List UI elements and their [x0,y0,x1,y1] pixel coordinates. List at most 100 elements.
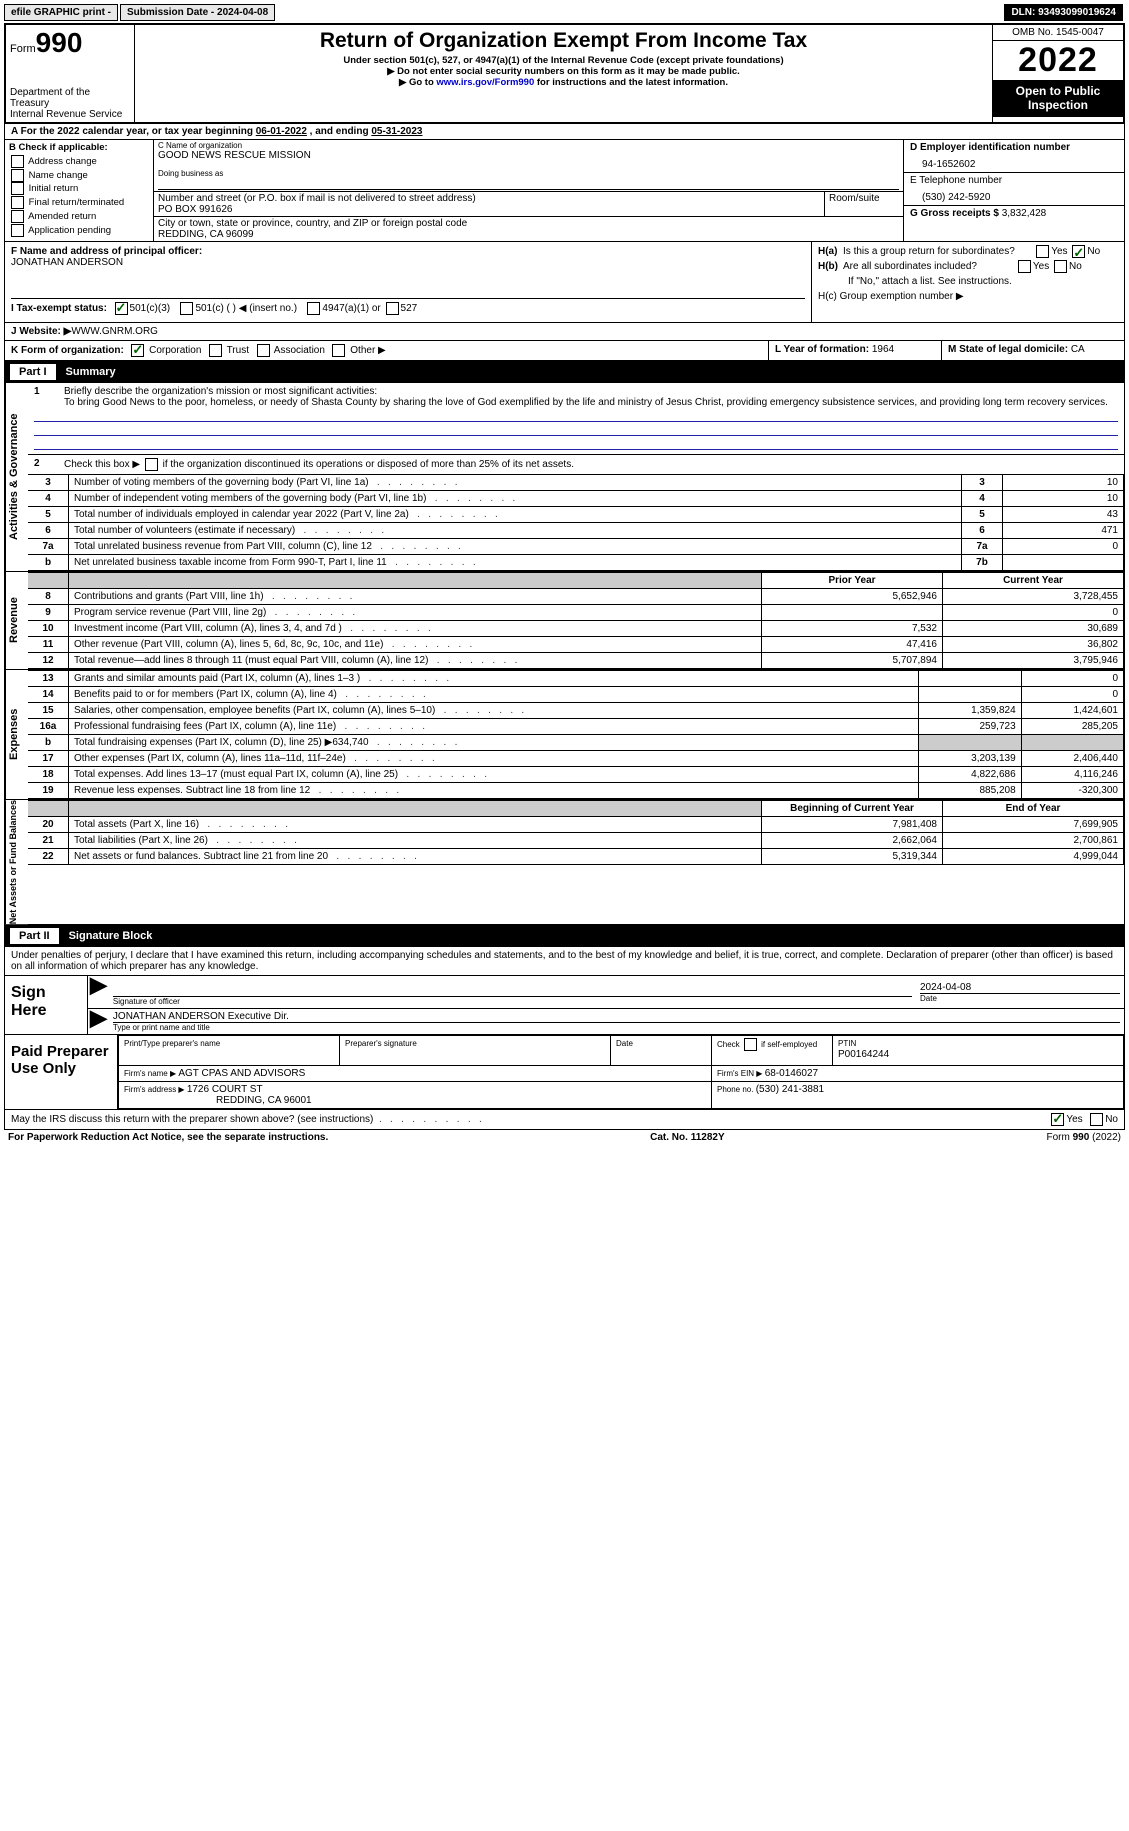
col-b-checkboxes: B Check if applicable: Address change Na… [5,140,154,241]
check-501c[interactable] [180,302,193,315]
may-irs-discuss: May the IRS discuss this return with the… [4,1110,1125,1130]
org-name: GOOD NEWS RESCUE MISSION [158,150,899,161]
printed-name: JONATHAN ANDERSON Executive Dir. [113,1011,1120,1022]
hc-exemption: H(c) Group exemption number ▶ [818,289,1118,304]
summary-table-gov: 3 Number of voting members of the govern… [28,474,1124,571]
firm-addr1: 1726 COURT ST [187,1084,263,1095]
phone-label: E Telephone number [910,175,1002,186]
addr-label: Number and street (or P.O. box if mail i… [158,193,820,204]
irs-link[interactable]: www.irs.gov/Form990 [436,77,534,88]
firm-phone: (530) 241-3881 [756,1084,824,1095]
omb-number: OMB No. 1545-0047 [993,25,1123,41]
paid-preparer-block: Paid Preparer Use Only Print/Type prepar… [4,1035,1125,1110]
sign-here-block: Sign Here ▶ Signature of officer 2024-04… [4,976,1125,1035]
form-header: Form990 Department of the Treasury Inter… [4,23,1125,124]
form-number: Form990 [10,27,130,59]
block-fh: F Name and address of principal officer:… [4,242,1125,323]
col-c-org-info: C Name of organization GOOD NEWS RESCUE … [154,140,904,241]
top-bar: efile GRAPHIC print - Submission Date - … [4,4,1125,21]
vtab-expenses: Expenses [5,670,28,799]
sign-here-label: Sign Here [5,976,88,1034]
ein-label: D Employer identification number [910,142,1070,153]
check-address-change[interactable] [11,155,24,168]
check-self-employed[interactable] [744,1038,757,1051]
irs-label: Internal Revenue Service [10,109,130,120]
caret-icon: ▶ [88,976,109,1008]
website-value: WWW.GNRM.ORG [71,326,158,337]
preparer-table: Print/Type preparer's name Preparer's si… [118,1035,1124,1109]
check-trust[interactable] [209,344,222,357]
open-to-public: Open to Public Inspection [993,81,1123,117]
caret-icon: ▶ [88,1009,109,1034]
ha-no[interactable] [1072,245,1085,258]
ein-value: 94-1652602 [910,153,1118,170]
check-name-change[interactable] [11,169,24,182]
gross-value: 3,832,428 [1002,208,1047,219]
sig-officer-label: Signature of officer [113,996,912,1006]
efile-print-button[interactable]: efile GRAPHIC print - [4,4,118,21]
section-revenue: Revenue Prior Year Current Year8 Contrib… [4,572,1125,670]
check-initial-return[interactable] [11,182,24,195]
check-corporation[interactable] [131,344,144,357]
part-2-header: Part II Signature Block [4,925,1125,947]
check-final-return[interactable] [11,196,24,209]
col-d: D Employer identification number 94-1652… [904,140,1124,241]
tax-year: 2022 [993,41,1123,81]
hb-yes[interactable] [1018,260,1031,273]
officer-label: F Name and address of principal officer: [11,246,202,257]
city-label: City or town, state or province, country… [158,218,899,229]
firm-ein: 68-0146027 [765,1068,818,1079]
check-application-pending[interactable] [11,224,24,237]
addr-value: PO BOX 991626 [158,204,820,215]
ha-yes[interactable] [1036,245,1049,258]
org-name-label: C Name of organization [158,141,899,150]
check-amended-return[interactable] [11,210,24,223]
check-association[interactable] [257,344,270,357]
check-other-form[interactable] [332,344,345,357]
check-527[interactable] [386,302,399,315]
row-j-website: J Website: ▶ WWW.GNRM.ORG [4,323,1125,341]
check-501c3[interactable] [115,302,128,315]
gross-label: G Gross receipts $ [910,208,1002,219]
subtitle-2: ▶ Do not enter social security numbers o… [139,66,988,77]
firm-name: AGT CPAS AND ADVISORS [178,1068,305,1079]
may-yes[interactable] [1051,1113,1064,1126]
subtitle-3: ▶ Go to www.irs.gov/Form990 for instruct… [139,77,988,88]
part-1-header: Part I Part I SummarySummary [4,361,1125,383]
declaration-text: Under penalties of perjury, I declare th… [4,947,1125,976]
row-klm: K Form of organization: Corporation Trus… [4,341,1125,361]
ptin-value: P00164244 [838,1049,889,1060]
form-title: Return of Organization Exempt From Incom… [139,29,988,53]
phone-value: (530) 242-5920 [910,186,1118,203]
year-formation: 1964 [872,344,894,355]
check-4947[interactable] [307,302,320,315]
vtab-netassets: Net Assets or Fund Balances [5,800,28,924]
may-no[interactable] [1090,1113,1103,1126]
sig-date-label: Date [920,993,1120,1003]
revenue-table: Prior Year Current Year8 Contributions a… [28,572,1124,669]
vtab-revenue: Revenue [5,572,28,669]
dba-label: Doing business as [158,169,899,178]
hb-note: If "No," attach a list. See instructions… [818,274,1118,289]
section-activities: Activities & Governance 1Briefly describ… [4,383,1125,572]
paid-preparer-label: Paid Preparer Use Only [5,1035,118,1109]
hb-no[interactable] [1054,260,1067,273]
netassets-table: Beginning of Current Year End of Year20 … [28,800,1124,865]
section-expenses: Expenses 13 Grants and similar amounts p… [4,670,1125,800]
submission-date: Submission Date - 2024-04-08 [120,4,275,21]
check-discontinued[interactable] [145,458,158,471]
section-netassets: Net Assets or Fund Balances Beginning of… [4,800,1125,925]
page-footer: For Paperwork Reduction Act Notice, see … [4,1130,1125,1145]
tax-exempt-label: I Tax-exempt status: [11,303,107,314]
mission-text: To bring Good News to the poor, homeless… [34,397,1118,408]
row-a-tax-year: A For the 2022 calendar year, or tax yea… [4,124,1125,140]
q1-mission-label: Briefly describe the organization's miss… [64,386,1118,397]
dba-value [158,178,899,190]
block-bcd: B Check if applicable: Address change Na… [4,140,1125,242]
officer-name: JONATHAN ANDERSON [11,257,123,268]
sig-date-value: 2024-04-08 [920,982,1120,993]
printed-name-label: Type or print name and title [113,1022,1120,1032]
vtab-activities: Activities & Governance [5,383,28,571]
ha-group-return: H(a) Is this a group return for subordin… [818,244,1118,259]
firm-addr2: REDDING, CA 96001 [124,1095,312,1106]
